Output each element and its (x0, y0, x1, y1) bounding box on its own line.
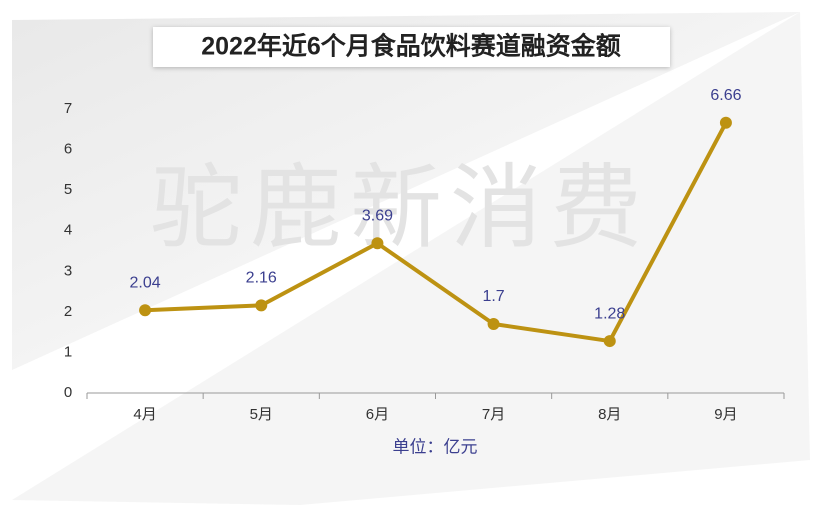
y-tick-label: 4 (64, 222, 72, 239)
bg-shape (12, 12, 810, 505)
data-label: 1.7 (482, 288, 504, 305)
title-box (153, 27, 670, 67)
watermark: 驼鹿新消费 (150, 157, 650, 259)
point (371, 237, 384, 250)
data-label: 2.04 (130, 274, 161, 291)
data-label: 1.28 (594, 305, 625, 322)
y-tick-label: 0 (64, 384, 72, 401)
y-tick-label: 1 (64, 343, 72, 360)
y-tick-label: 3 (64, 262, 72, 279)
y-tick-label: 6 (64, 141, 72, 158)
bg-shape (12, 12, 800, 370)
point (139, 304, 152, 317)
data-label: 6.66 (710, 87, 741, 104)
point (603, 335, 616, 348)
data-label: 2.16 (246, 270, 277, 287)
y-tick-label: 7 (64, 100, 72, 117)
data-label: 3.69 (362, 208, 393, 225)
x-axis-label: 单位：亿元 (393, 437, 478, 456)
x-tick-label: 5月 (250, 406, 273, 423)
point (255, 299, 268, 312)
y-tick-label: 5 (64, 181, 72, 198)
line (144, 121, 728, 344)
x-tick-label: 8月 (598, 406, 621, 423)
x-tick-label: 7月 (482, 406, 505, 423)
y-tick-label: 2 (64, 303, 72, 320)
x-tick-label: 4月 (133, 406, 156, 423)
point (719, 116, 732, 129)
x-tick-label: 9月 (714, 406, 737, 423)
chart-title: 2022年近6个月食品饮料赛道融资金额 (201, 32, 621, 61)
x-tick-label: 6月 (366, 406, 389, 423)
point (487, 318, 500, 331)
